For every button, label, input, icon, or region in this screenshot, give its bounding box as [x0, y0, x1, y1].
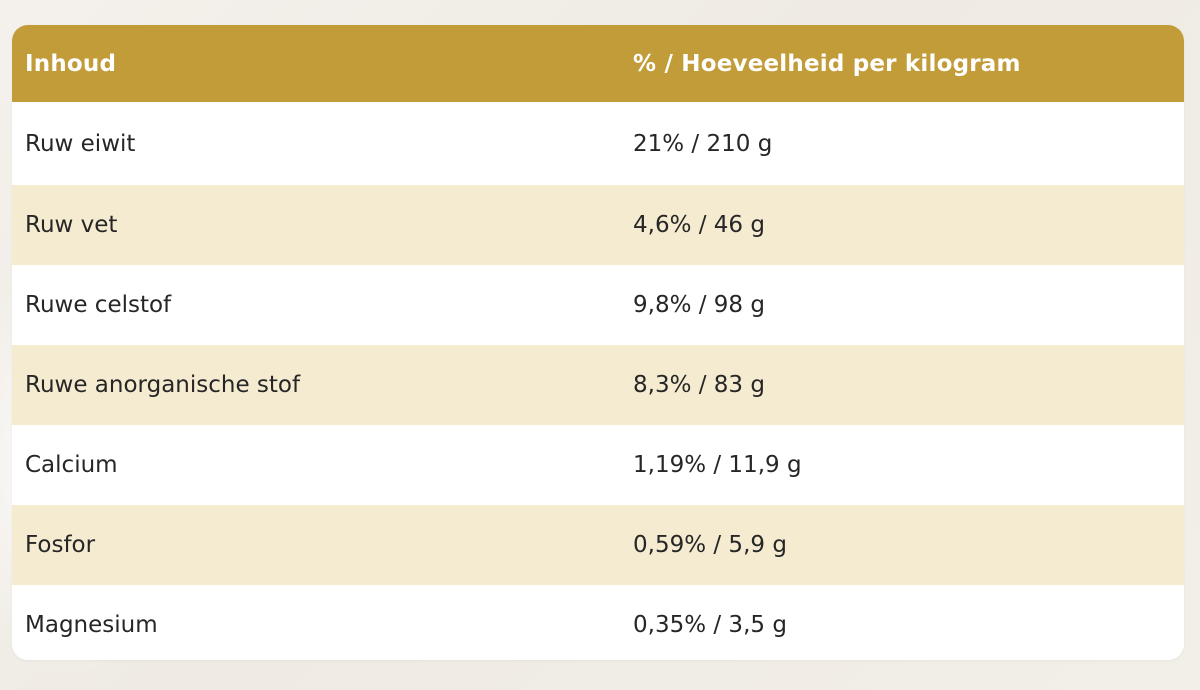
- row-nutrient: Magnesium: [25, 612, 158, 638]
- nutrition-table-card: Inhoud % / Hoeveelheid per kilogram Ruw …: [12, 25, 1184, 660]
- table-row: Ruw eiwit 21% / 210 g: [12, 102, 1184, 185]
- row-amount: 21% / 210 g: [633, 130, 773, 157]
- row-amount: 8,3% / 83 g: [633, 372, 765, 398]
- table-row: Ruwe anorganische stof 8,3% / 83 g: [12, 345, 1184, 425]
- row-nutrient: Ruw eiwit: [25, 130, 136, 157]
- row-amount: 0,59% / 5,9 g: [633, 532, 787, 558]
- row-nutrient: Ruw vet: [25, 212, 118, 238]
- row-amount: 1,19% / 11,9 g: [633, 452, 802, 478]
- row-amount: 4,6% / 46 g: [633, 212, 765, 238]
- row-nutrient: Ruwe anorganische stof: [25, 372, 301, 398]
- table-body: Ruw eiwit 21% / 210 g Ruw vet 4,6% / 46 …: [12, 102, 1184, 660]
- row-nutrient: Calcium: [25, 452, 118, 478]
- table-row: Fosfor 0,59% / 5,9 g: [12, 505, 1184, 585]
- table-row: Calcium 1,19% / 11,9 g: [12, 425, 1184, 505]
- header-amount: % / Hoeveelheid per kilogram: [633, 50, 1021, 77]
- row-amount: 0,35% / 3,5 g: [633, 612, 787, 638]
- header-row: Inhoud % / Hoeveelheid per kilogram: [12, 25, 1184, 102]
- row-nutrient: Ruwe celstof: [25, 292, 172, 318]
- row-amount: 9,8% / 98 g: [633, 292, 765, 318]
- table-header: Inhoud % / Hoeveelheid per kilogram: [12, 25, 1184, 102]
- row-nutrient: Fosfor: [25, 532, 96, 558]
- header-content: Inhoud: [25, 50, 117, 77]
- nutrition-table: Inhoud % / Hoeveelheid per kilogram Ruw …: [12, 25, 1184, 660]
- table-row: Ruwe celstof 9,8% / 98 g: [12, 265, 1184, 345]
- table-row: Magnesium 0,35% / 3,5 g: [12, 585, 1184, 660]
- table-row: Ruw vet 4,6% / 46 g: [12, 185, 1184, 265]
